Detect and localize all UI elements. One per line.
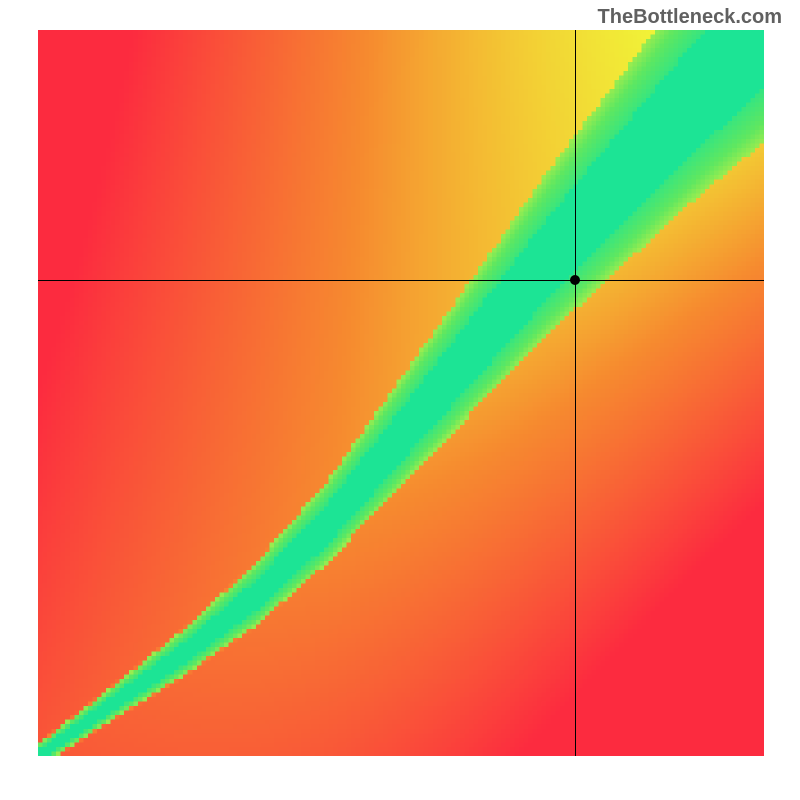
crosshair-marker [570,275,580,285]
crosshair-horizontal [38,280,764,281]
heatmap-canvas [38,30,764,756]
heatmap-plot [38,30,764,756]
watermark-text: TheBottleneck.com [598,6,782,29]
crosshair-vertical [575,30,576,756]
